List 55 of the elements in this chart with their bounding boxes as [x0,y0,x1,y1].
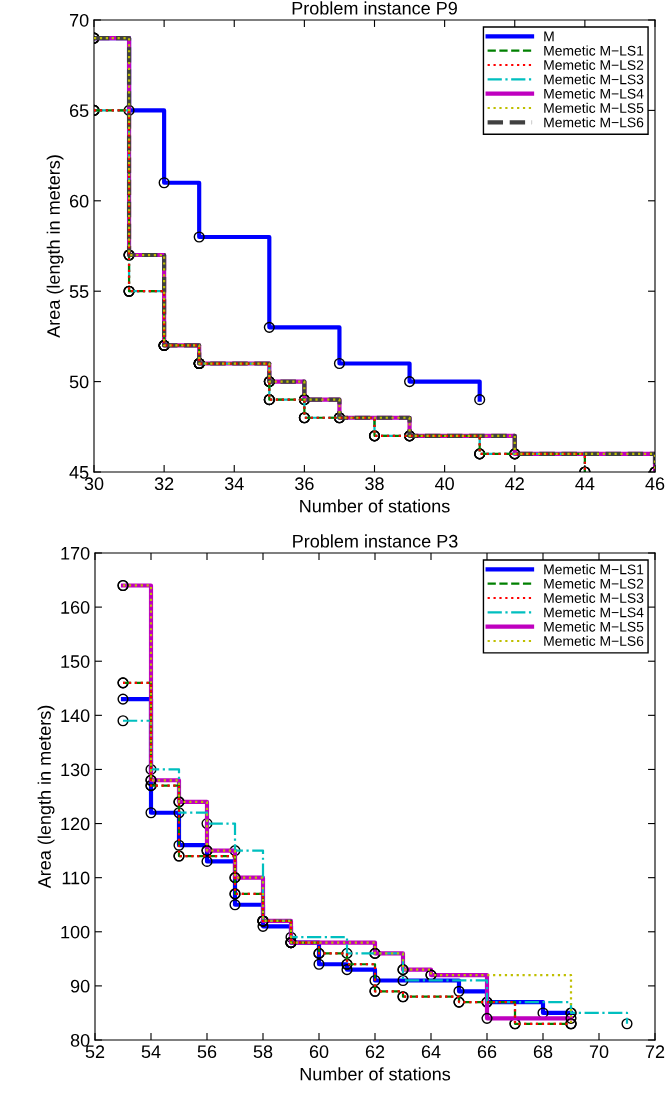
legend-label: Memetic M−LS5 [544,621,644,632]
legend-label: Memetic M−LS6 [544,635,644,646]
x-tick-label: 64 [421,1045,441,1059]
y-tick-label: 130 [61,763,90,777]
legend-label: Memetic M−LS2 [544,578,644,589]
legend-label: Memetic M−LS1 [544,564,644,575]
chart-title: Problem instance P9 [292,1,457,15]
x-tick-label: 34 [224,477,244,491]
y-tick-label: 80 [70,1033,90,1047]
y-tick-label: 90 [70,979,90,993]
x-tick-label: 44 [575,477,595,490]
x-tick-label: 36 [295,477,314,491]
y-tick-label: 120 [61,817,90,831]
legend-label: Memetic M−LS3 [544,74,644,85]
legend-label: Memetic M−LS3 [544,592,644,603]
legend-label: Memetic M−LS1 [544,45,644,56]
y-tick-label: 110 [62,871,90,885]
y-tick-label: 140 [61,709,90,723]
y-tick-label: 45 [69,466,89,479]
x-tick-label: 54 [141,1045,161,1059]
x-tick-label: 62 [365,1045,385,1059]
x-tick-label: 40 [435,477,454,491]
x-tick-label: 42 [505,477,524,490]
legend-label: Memetic M−LS2 [544,59,644,70]
x-tick-label: 70 [589,1045,609,1059]
y-tick-label: 160 [61,601,90,614]
x-tick-label: 46 [645,477,665,491]
x-tick-label: 68 [533,1045,553,1059]
x-tick-label: 52 [85,1045,105,1059]
y-tick-label: 150 [61,655,90,668]
legend-label: M [544,31,554,42]
x-tick-label: 58 [253,1045,273,1059]
y-tick-label: 170 [61,546,90,560]
legend-label: Memetic M−LS6 [544,117,644,128]
y-tick-label: 65 [69,104,89,118]
y-axis-title: Area (length in meters) [37,705,55,889]
legend-label: Memetic M−LS4 [544,607,644,618]
y-tick-label: 50 [69,375,89,389]
legend-label: Memetic M−LS5 [544,102,644,113]
x-tick-label: 38 [365,477,384,491]
x-axis-title: Number of stations [300,499,450,513]
x-tick-label: 72 [645,1045,665,1058]
y-axis-title: Area (length in meters) [46,155,64,338]
x-tick-label: 66 [477,1045,497,1059]
x-tick-label: 56 [197,1045,217,1059]
y-tick-label: 55 [69,285,89,298]
legend-label: Memetic M−LS4 [544,88,644,99]
chart-title: Problem instance P3 [293,534,458,548]
y-tick-label: 60 [69,194,89,208]
x-tick-label: 60 [309,1045,329,1059]
x-axis-title: Number of stations [300,1067,451,1081]
y-tick-label: 100 [61,925,90,939]
y-tick-label: 70 [69,13,89,27]
x-tick-label: 32 [154,477,174,491]
x-tick-label: 30 [84,477,104,491]
